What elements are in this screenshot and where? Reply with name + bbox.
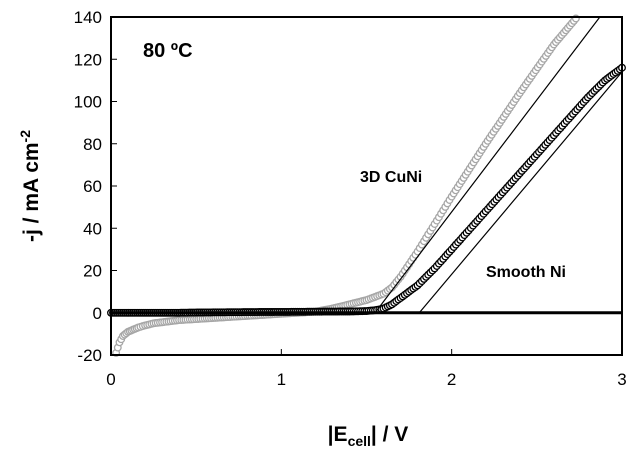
y-axis-ticks: -20 0 20 40 60 80 100 120 140 <box>74 8 117 365</box>
x-tick-label: 2 <box>447 370 456 389</box>
fit-lines <box>374 16 623 314</box>
y-tick-label: -20 <box>77 346 102 365</box>
y-tick-label: 100 <box>74 93 102 112</box>
y-tick-label: 0 <box>93 304 102 323</box>
fit-line <box>374 16 601 314</box>
series-label-3d-cuni: 3D CuNi <box>360 169 422 186</box>
fit-line <box>418 71 623 314</box>
plot-frame <box>110 16 623 356</box>
y-tick-label: 60 <box>83 177 102 196</box>
x-tick-label: 1 <box>277 370 286 389</box>
y-tick-label: 80 <box>83 135 102 154</box>
y-tick-label: 120 <box>74 50 102 69</box>
x-tick-label: 0 <box>106 370 115 389</box>
series-label-smooth-ni: Smooth Ni <box>486 264 566 281</box>
y-axis-label: -j / mA cm-2 <box>17 130 43 242</box>
y-tick-label: 140 <box>74 8 102 27</box>
temperature-annotation: 80 ºC <box>143 40 193 62</box>
y-tick-label: 20 <box>83 262 102 281</box>
x-axis-label: |Ecell| / V <box>328 423 409 449</box>
x-tick-label: 3 <box>617 370 626 389</box>
y-tick-label: 40 <box>83 219 102 238</box>
